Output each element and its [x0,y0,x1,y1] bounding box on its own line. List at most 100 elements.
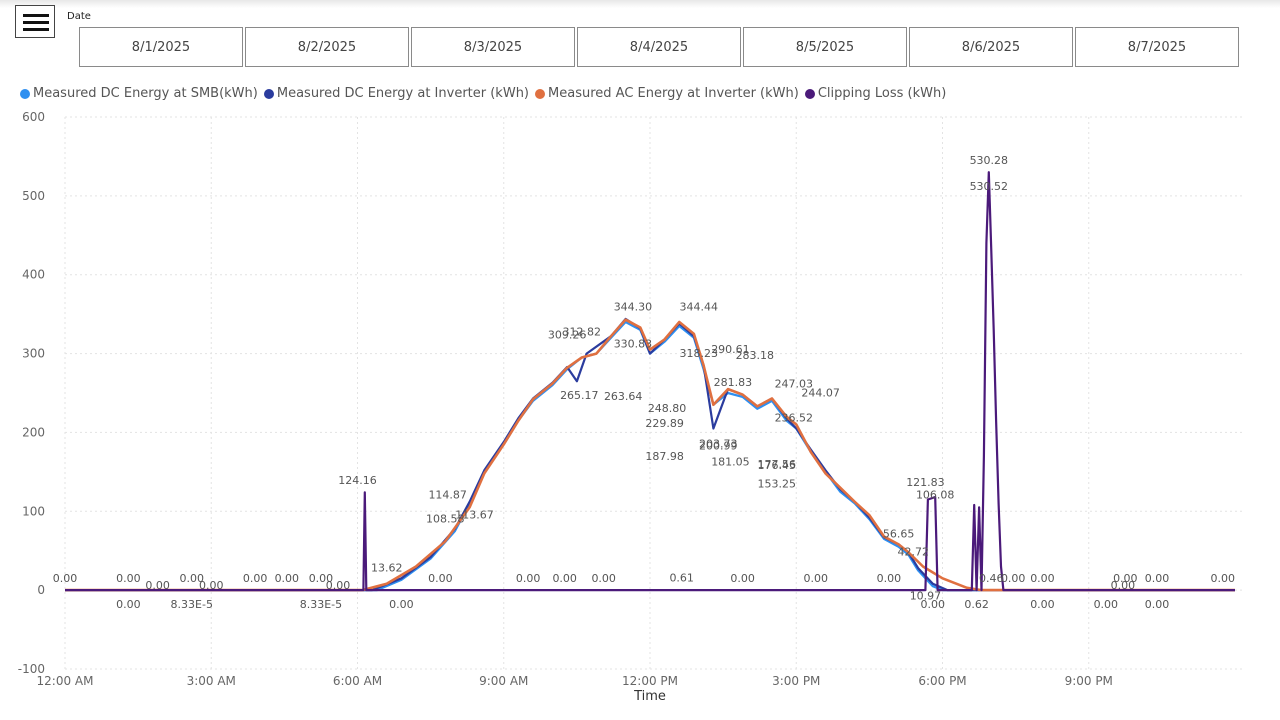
data-label: 124.16 [338,474,377,487]
data-label: 248.80 [648,402,687,415]
data-label: 0.00 [1145,598,1170,611]
x-axis: 12:00 AM 3:00 AM 6:00 AM 9:00 AM 12:00 PM 3:0… [37,674,1113,688]
data-label: 0.00 [199,579,224,592]
legend-dot-icon [804,88,815,99]
data-label: 0.00 [730,572,755,585]
y-tick-label: 400 [22,268,45,282]
data-label: 344.30 [614,301,653,314]
data-label: 344.44 [680,301,719,314]
data-label: 0.00 [145,579,170,592]
legend-item-dc-smb[interactable]: Measured DC Energy at SMB(kWh) [20,86,258,101]
data-label: 0.00 [428,572,453,585]
y-tick-label: 600 [22,110,45,124]
y-tick-label: -100 [18,662,45,676]
legend-label: Measured DC Energy at SMB(kWh) [33,86,258,101]
date-slicer: 8/1/2025 8/2/2025 8/3/2025 8/4/2025 8/5/… [79,27,1241,67]
chart-grid [64,116,1245,670]
data-label: 0.00 [1030,572,1055,585]
legend-label: Measured AC Energy at Inverter (kWh) [548,86,799,101]
data-label: 177.56 [758,458,797,471]
y-axis: 600 500 400 300 200 100 0 -100 [18,110,45,676]
data-label: 8.33E-5 [171,598,213,611]
date-button-1[interactable]: 8/1/2025 [79,27,243,67]
y-tick-label: 0 [37,583,45,597]
data-label: 283.18 [736,349,775,362]
legend-item-clipping-loss[interactable]: Clipping Loss (kWh) [804,86,947,101]
series-lines [65,171,1235,592]
data-label: 0.62 [964,598,989,611]
data-label: 10.97 [910,589,942,602]
x-tick-label: 3:00 AM [187,674,236,688]
date-button-6[interactable]: 8/6/2025 [909,27,1073,67]
data-label: 265.17 [560,389,599,402]
y-tick-label: 200 [22,425,45,439]
data-label: 181.05 [711,455,750,468]
data-label: 0.00 [1211,572,1236,585]
date-button-4[interactable]: 8/4/2025 [577,27,741,67]
data-label: 200.99 [699,440,738,453]
legend-dot-icon [20,88,30,99]
data-label: 244.07 [801,387,840,400]
data-label: 0.00 [1113,572,1138,585]
data-label: 8.33E-5 [300,598,342,611]
legend-item-ac-inverter[interactable]: Measured AC Energy at Inverter (kWh) [535,86,799,101]
data-label: 530.52 [970,180,1009,193]
data-label: 187.98 [645,450,684,463]
data-label: 203.73 [699,437,738,450]
data-label: 106.08 [916,488,955,501]
data-label: 0.00 [116,572,141,585]
x-tick-label: 9:00 AM [479,674,528,688]
data-label: 113.67 [455,509,494,522]
y-tick-label: 100 [22,504,45,518]
data-label: 0.00 [804,572,829,585]
data-label: 236.52 [775,412,814,425]
x-tick-label: 6:00 PM [918,674,966,688]
data-label: 0.00 [516,572,541,585]
x-tick-label: 3:00 PM [772,674,820,688]
data-label: 0.00 [53,572,78,585]
data-label: 312.82 [563,325,602,338]
data-label: 0.00 [326,579,351,592]
x-tick-label: 12:00 PM [622,674,678,688]
data-label: 0.00 [877,572,902,585]
data-label: 0.61 [669,572,694,585]
data-label: 0.00 [1094,598,1119,611]
data-label: 0.00 [180,572,205,585]
data-label: 176.45 [758,459,797,472]
chart-legend: Measured DC Energy at SMB(kWh) Measured … [20,86,952,101]
data-label: 309.26 [548,328,587,341]
data-label: 281.83 [714,376,753,389]
data-label: 247.03 [775,377,814,390]
hamburger-menu-button[interactable] [15,5,55,38]
menu-icon-bar [23,21,49,24]
menu-icon-bar [23,14,49,17]
date-slicer-title: Date [67,11,91,22]
legend-label: Clipping Loss (kWh) [817,86,947,101]
menu-icon-bar [23,28,49,31]
data-label: 0.00 [921,598,946,611]
data-label: 0.00 [243,572,268,585]
x-tick-label: 9:00 PM [1065,674,1113,688]
series-line-3 [65,318,1235,592]
data-labels: 0.00 0.000.000.000.008.33E-50.000.00 0.00 0… [53,154,1235,611]
data-label: 530.28 [970,154,1009,167]
y-tick-label: 500 [22,189,45,203]
top-shadow [0,0,1280,8]
data-label: 263.64 [604,390,643,403]
legend-item-dc-inverter[interactable]: Measured DC Energy at Inverter (kWh) [263,86,529,101]
data-label: 108.58 [426,513,465,526]
date-button-3[interactable]: 8/3/2025 [411,27,575,67]
date-button-2[interactable]: 8/2/2025 [245,27,409,67]
data-label: 0.00 [309,572,334,585]
data-label: 0.00 [552,572,577,585]
date-button-5[interactable]: 8/5/2025 [743,27,907,67]
data-label: 0.00 [1001,572,1026,585]
series-line-4 [65,171,1235,592]
date-button-7[interactable]: 8/7/2025 [1075,27,1239,67]
data-label: 56.65 [883,527,915,540]
data-label: 229.89 [645,417,684,430]
data-label: 318.23 [680,347,719,360]
legend-dot-icon [263,88,274,99]
data-label: 0.00 [275,572,300,585]
